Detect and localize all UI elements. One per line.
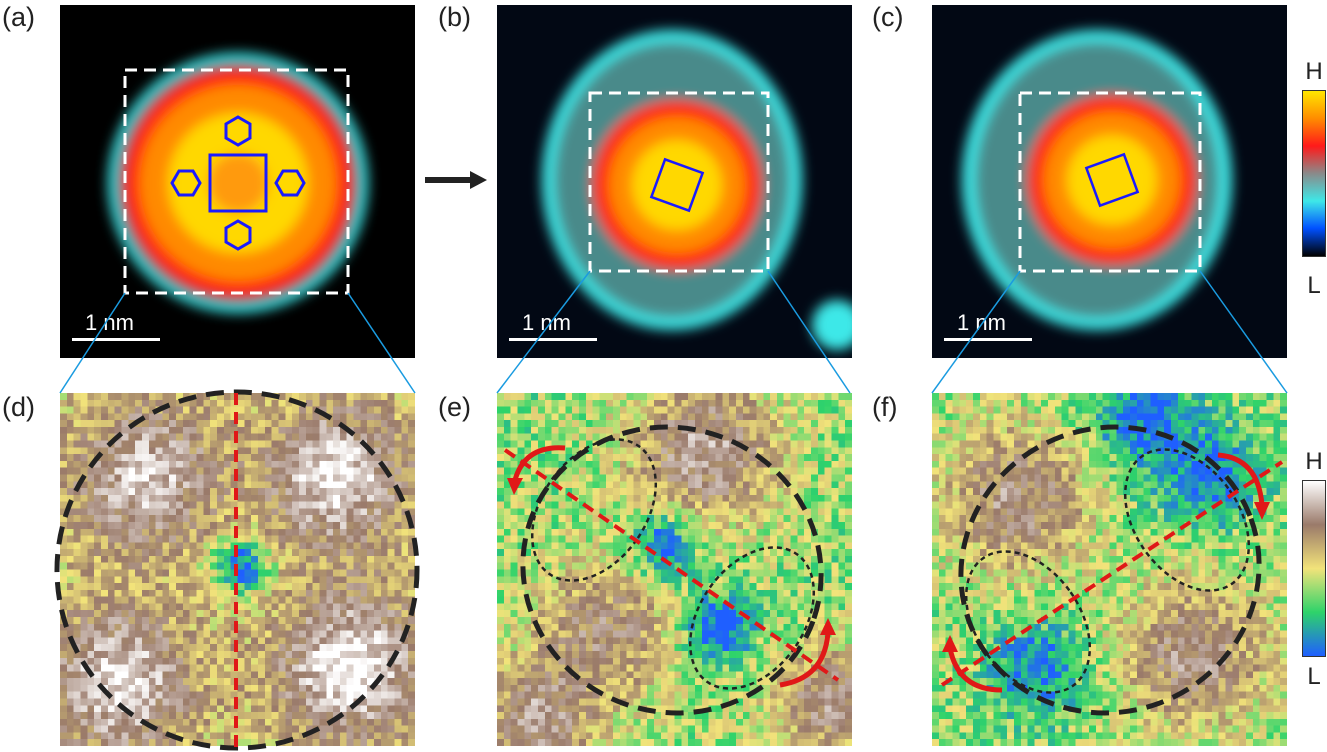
scale-bar-label: 1 nm bbox=[85, 310, 134, 335]
panel-label-e: (e) bbox=[438, 392, 471, 422]
panel-label-d: (d) bbox=[2, 392, 35, 422]
stm-image-c: 1 nm bbox=[932, 5, 1287, 358]
panel-label-b: (b) bbox=[438, 2, 471, 32]
panel-label-c: (c) bbox=[872, 2, 904, 32]
scale-bar-label: 1 nm bbox=[957, 310, 1006, 335]
colorbar-bottom bbox=[1302, 480, 1326, 657]
colorbar-top-high: H bbox=[1305, 58, 1323, 85]
scale-bar-label: 1 nm bbox=[522, 310, 571, 335]
map-f bbox=[932, 393, 1287, 746]
map-d bbox=[60, 393, 415, 746]
colorbar-bottom-high: H bbox=[1305, 448, 1323, 475]
colorbar-bottom-low: L bbox=[1307, 663, 1321, 690]
colorbar-top-low: L bbox=[1307, 272, 1321, 299]
stm-image-a: 1 nm bbox=[60, 5, 415, 358]
panel-label-f: (f) bbox=[872, 392, 898, 422]
stm-image-b: 1 nm bbox=[497, 5, 852, 358]
map-e bbox=[497, 393, 852, 746]
colorbar-top bbox=[1302, 90, 1326, 257]
panel-label-a: (a) bbox=[2, 2, 35, 32]
